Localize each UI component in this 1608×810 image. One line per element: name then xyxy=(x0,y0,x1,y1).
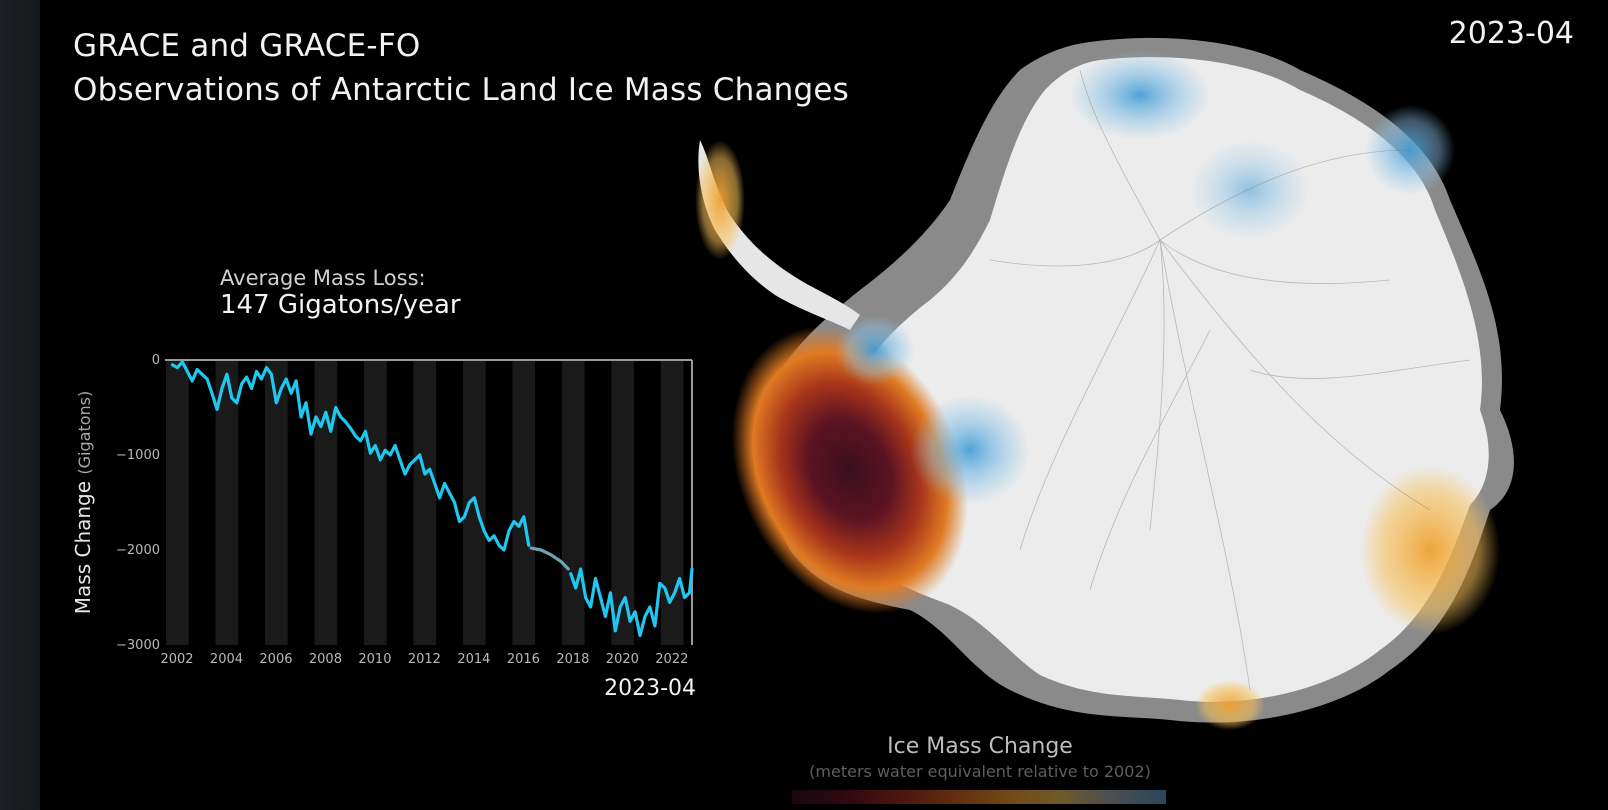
legend-title: Ice Mass Change xyxy=(887,734,1073,759)
mass-change-series-line xyxy=(529,546,570,571)
legend-subtitle: (meters water equivalent relative to 200… xyxy=(809,762,1151,781)
ice-flow-lines xyxy=(989,69,1471,691)
x-tick-label: 2022 xyxy=(655,652,688,667)
y-tick-label: −2000 xyxy=(116,543,160,558)
y-tick-label: 0 xyxy=(152,353,160,368)
x-tick-label: 2016 xyxy=(507,652,540,667)
mass-gain-area-4 xyxy=(835,315,915,385)
mass-change-series-line xyxy=(170,360,531,552)
mass-gain-area-3 xyxy=(1365,105,1455,195)
y-tick-label: −1000 xyxy=(116,448,160,463)
mass-change-series-line xyxy=(569,567,694,638)
mass-loss-east-coast xyxy=(1360,465,1500,635)
x-tick-label: 2006 xyxy=(259,652,292,667)
year-band xyxy=(413,360,437,645)
mass-gain-area-5 xyxy=(1190,140,1310,240)
year-band xyxy=(660,360,684,645)
x-tick-label: 2008 xyxy=(309,652,342,667)
title-line-1: GRACE and GRACE-FO xyxy=(73,28,421,64)
x-tick-label: 2012 xyxy=(408,652,441,667)
left-edge-bar xyxy=(0,0,40,810)
page-title: GRACE and GRACE-FO Observations of Antar… xyxy=(73,24,849,112)
year-band xyxy=(166,360,189,645)
ice-sheet xyxy=(829,57,1489,702)
title-line-2: Observations of Antarctic Land Ice Mass … xyxy=(73,72,849,108)
average-mass-loss-value: 147 Gigatons/year xyxy=(220,290,461,320)
year-band xyxy=(215,360,239,645)
year-band xyxy=(363,360,387,645)
year-band xyxy=(314,360,338,645)
year-band xyxy=(611,360,635,645)
x-tick-label: 2004 xyxy=(210,652,243,667)
current-date-label: 2023-04 xyxy=(1448,16,1574,51)
peninsula-loss-area xyxy=(695,140,745,260)
y-axis-unit: (Gigatons) xyxy=(75,391,94,475)
mass-loss-south-coast xyxy=(1195,680,1265,730)
x-tick-label: 2014 xyxy=(457,652,490,667)
x-tick-label: 2020 xyxy=(606,652,639,667)
y-tick-label: −3000 xyxy=(116,638,160,653)
antarctica-map xyxy=(695,37,1514,730)
x-tick-label: 2018 xyxy=(556,652,589,667)
year-band xyxy=(512,360,536,645)
year-band xyxy=(264,360,288,645)
y-axis-label: Mass Change (Gigatons) xyxy=(71,391,95,614)
color-scale-bar xyxy=(792,790,1166,804)
chart-current-date: 2023-04 xyxy=(604,676,696,700)
x-tick-label: 2010 xyxy=(358,652,391,667)
mass-gain-area-2 xyxy=(1070,50,1210,140)
mass-gain-area-1 xyxy=(910,395,1030,505)
mass-loss-hotspot xyxy=(731,326,969,614)
average-mass-loss-label: Average Mass Loss: xyxy=(220,266,426,290)
x-tick-label: 2002 xyxy=(160,652,193,667)
year-band xyxy=(561,360,585,645)
